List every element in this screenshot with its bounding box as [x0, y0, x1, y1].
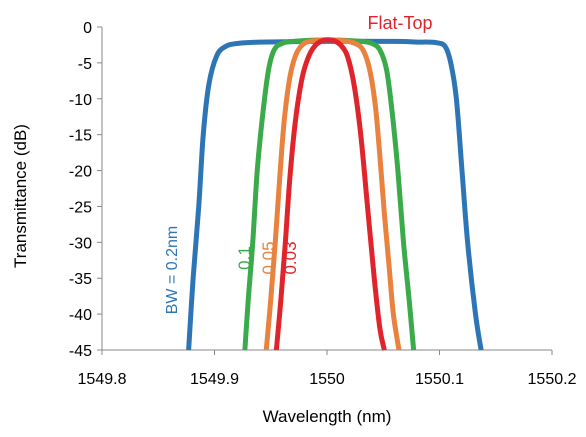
y-tick-label: -5: [78, 56, 92, 73]
y-tick-label: 0: [83, 20, 92, 37]
x-axis-title: Wavelength (nm): [263, 407, 392, 426]
x-ticks: 1549.8 1549.9 1550 1550.1 1550.2: [78, 350, 577, 388]
y-axis-title: Transmittance (dB): [11, 124, 30, 268]
y-tick-label: -20: [69, 164, 92, 181]
x-tick-label: 1549.8: [78, 371, 127, 388]
x-tick-label: 1550.2: [528, 371, 577, 388]
x-tick-label: 1549.9: [190, 371, 239, 388]
y-tick-label: -15: [69, 128, 92, 145]
y-tick-label: -30: [69, 235, 92, 252]
y-tick-label: -40: [69, 307, 92, 324]
x-tick-label: 1550.1: [415, 371, 464, 388]
y-ticks: 0 -5 -10 -15 -20 -25 -30 -35 -40 -45: [69, 20, 102, 360]
series-label-bw-0-2nm: BW = 0.2nm: [164, 226, 181, 314]
series-label-0-05: 0.05: [259, 241, 278, 274]
series-label-0-03: 0.03: [281, 241, 300, 274]
series-line-bw-0-2nm: [186, 38, 484, 351]
y-tick-label: -10: [69, 92, 92, 109]
y-tick-label: -35: [69, 271, 92, 288]
annotation-flat-top: Flat-Top: [367, 13, 432, 33]
series-label-0-1: 0.1: [235, 246, 254, 270]
x-tick-label: 1550: [309, 371, 345, 388]
y-tick-label: -25: [69, 199, 92, 216]
series-layer: [186, 37, 484, 351]
y-tick-label: -45: [69, 343, 92, 360]
labels-layer: BW = 0.2nm 0.1 0.05 0.03: [164, 226, 300, 314]
series-line-0-03: [273, 37, 387, 351]
